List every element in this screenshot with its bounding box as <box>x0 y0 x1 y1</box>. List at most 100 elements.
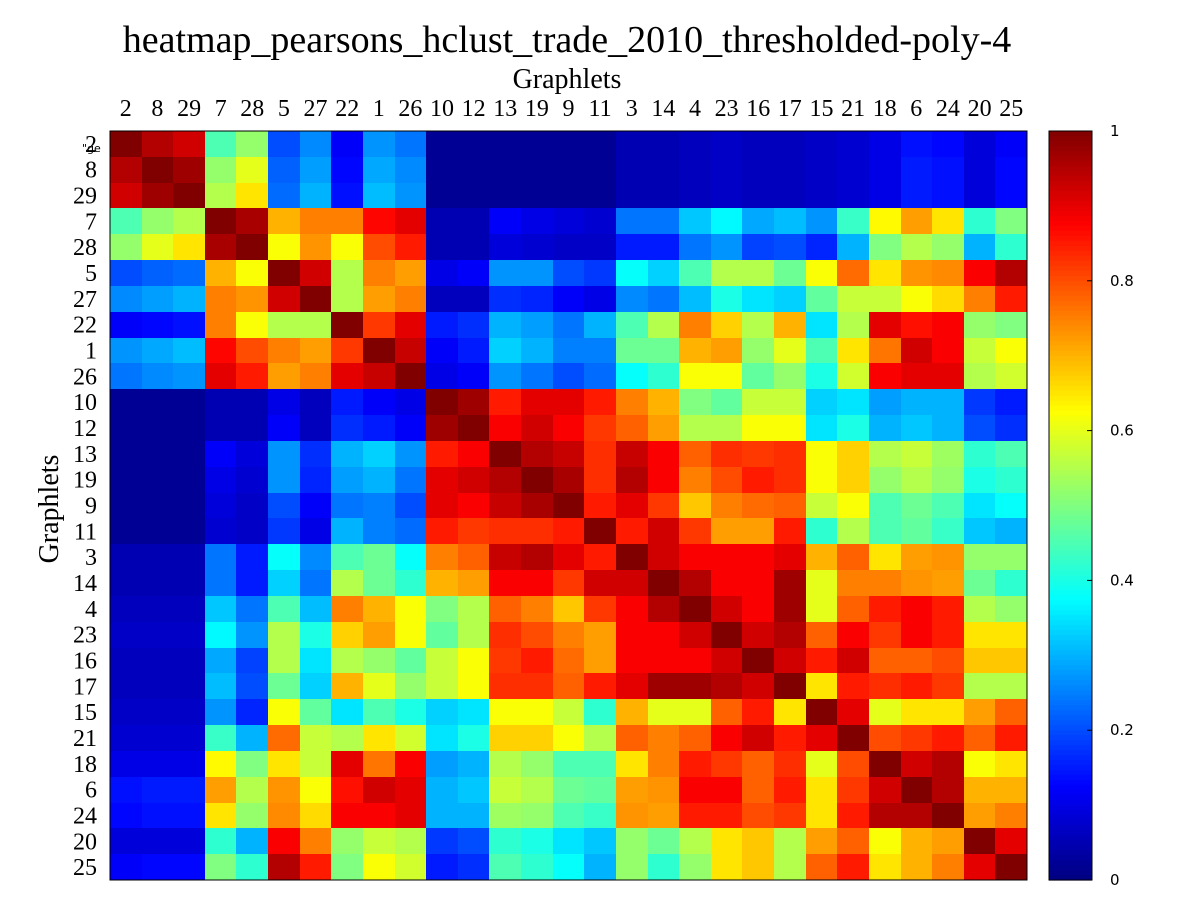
heatmap-cell-13-2 <box>110 441 142 467</box>
colorbar-step <box>1049 540 1092 547</box>
heatmap-cell-19-29 <box>173 467 205 493</box>
heatmap-cell-24-27 <box>300 803 331 828</box>
heatmap-cell-29-26 <box>395 183 426 208</box>
heatmap-cell-1-21 <box>837 338 869 363</box>
heatmap-cell-14-16 <box>742 570 774 596</box>
heatmap-cell-10-6 <box>901 389 932 415</box>
heatmap-cell-9-25 <box>995 493 1027 518</box>
heatmap-cell-1-12 <box>458 338 489 363</box>
heatmap-cell-18-8 <box>142 751 173 777</box>
heatmap-cell-19-1 <box>363 467 395 493</box>
heatmap-cell-6-26 <box>395 777 426 803</box>
heatmap-cell-7-21 <box>837 208 869 234</box>
y-tick-label: 15 <box>73 700 97 726</box>
heatmap-cell-10-16 <box>742 389 774 415</box>
heatmap-cell-29-3 <box>616 183 648 208</box>
heatmap-cell-3-23 <box>711 544 742 570</box>
colorbar-step <box>1049 315 1092 322</box>
heatmap-cell-9-11 <box>584 493 616 518</box>
colorbar-step <box>1049 245 1092 252</box>
heatmap-cell-16-4 <box>679 648 711 673</box>
heatmap-cell-26-9 <box>553 363 584 389</box>
heatmap-cell-17-29 <box>173 673 205 699</box>
x-tick-label: 20 <box>968 96 992 122</box>
heatmap-cell-28-28 <box>236 234 268 260</box>
heatmap-cell-8-2 <box>110 157 142 183</box>
colorbar-step <box>1049 865 1092 871</box>
heatmap-cell-23-21 <box>837 622 869 648</box>
x-tick-label: 13 <box>493 96 517 122</box>
heatmap-cell-23-17 <box>774 622 806 648</box>
colorbar-step <box>1049 365 1092 372</box>
heatmap-cell-4-6 <box>901 596 932 622</box>
colorbar-step <box>1049 645 1092 651</box>
heatmap-cell-18-26 <box>395 751 426 777</box>
colorbar-tick-label: 0.2 <box>1110 721 1134 739</box>
heatmap-cell-19-26 <box>395 467 426 493</box>
x-tick-label: 29 <box>177 96 201 122</box>
y-tick-label: 22 <box>73 313 97 339</box>
heatmap-cell-15-23 <box>711 699 742 725</box>
heatmap-cell-3-27 <box>300 544 331 570</box>
colorbar-step <box>1049 140 1092 147</box>
heatmap-cell-28-23 <box>711 234 742 260</box>
heatmap-cell-7-24 <box>932 208 964 234</box>
heatmap-cell-18-4 <box>679 751 711 777</box>
heatmap-cell-14-8 <box>142 570 173 596</box>
heatmap-cell-9-23 <box>711 493 742 518</box>
colorbar-step <box>1049 280 1092 287</box>
x-tick-label: 12 <box>462 96 486 122</box>
x-tick-label: 7 <box>215 96 227 122</box>
heatmap-cell-10-1 <box>363 389 395 415</box>
colorbar-step <box>1049 620 1092 626</box>
heatmap-cell-8-12 <box>458 157 489 183</box>
heatmap-cell-2-14 <box>648 131 679 157</box>
heatmap-cell-5-15 <box>806 260 837 286</box>
heatmap-cell-1-15 <box>806 338 837 363</box>
heatmap-cell-14-5 <box>268 570 300 596</box>
heatmap-cell-5-26 <box>395 260 426 286</box>
heatmap-cell-26-11 <box>584 363 616 389</box>
heatmap-cell-17-8 <box>142 673 173 699</box>
colorbar-step <box>1049 740 1092 746</box>
heatmap-cell-11-7 <box>205 518 236 544</box>
heatmap-cell-23-12 <box>458 622 489 648</box>
colorbar-step <box>1049 840 1092 846</box>
heatmap-cell-1-6 <box>901 338 932 363</box>
heatmap-cell-28-10 <box>426 234 458 260</box>
heatmap-cell-21-15 <box>806 725 837 751</box>
heatmap-cell-13-9 <box>553 441 584 467</box>
heatmap-cell-25-1 <box>363 854 395 880</box>
heatmap-cell-7-14 <box>648 208 679 234</box>
heatmap-cell-2-11 <box>584 131 616 157</box>
heatmap-cell-16-2 <box>110 648 142 673</box>
x-tick-label: 28 <box>240 96 264 122</box>
x-tick-label: 6 <box>910 96 922 122</box>
heatmap-cell-19-22 <box>331 467 363 493</box>
heatmap-cell-1-24 <box>932 338 964 363</box>
heatmap-cell-4-15 <box>806 596 837 622</box>
heatmap-cell-22-17 <box>774 312 806 338</box>
heatmap-cell-25-13 <box>489 854 521 880</box>
heatmap-cell-9-8 <box>142 493 173 518</box>
heatmap-cell-24-29 <box>173 803 205 828</box>
colorbar-step <box>1049 685 1092 691</box>
heatmap-cell-27-25 <box>995 286 1027 312</box>
colorbar-step <box>1049 145 1092 152</box>
heatmap-cell-2-19 <box>521 131 553 157</box>
heatmap-cell-8-23 <box>711 157 742 183</box>
colorbar-step <box>1049 200 1092 207</box>
heatmap-cell-5-8 <box>142 260 173 286</box>
heatmap-cell-14-2 <box>110 570 142 596</box>
heatmap-cell-12-21 <box>837 415 869 441</box>
heatmap-cell-7-20 <box>964 208 995 234</box>
colorbar-step <box>1049 835 1092 841</box>
heatmap-cell-16-11 <box>584 648 616 673</box>
colorbar-step <box>1049 800 1092 806</box>
heatmap-cell-4-13 <box>489 596 521 622</box>
heatmap-cell-3-12 <box>458 544 489 570</box>
heatmap-cell-14-28 <box>236 570 268 596</box>
heatmap-cell-23-3 <box>616 622 648 648</box>
y-tick-label: 12 <box>73 416 97 442</box>
